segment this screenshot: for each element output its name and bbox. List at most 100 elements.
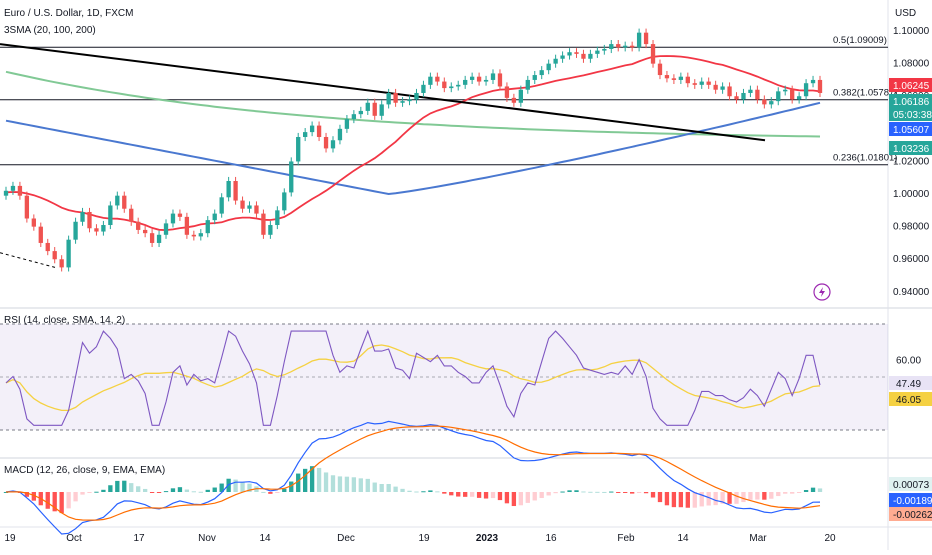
candle-body xyxy=(435,76,440,82)
macd-hist-bar xyxy=(685,492,690,508)
macd-hist-bar xyxy=(108,485,113,492)
macd-hist-bar xyxy=(136,486,141,492)
macd-hist-bar xyxy=(463,492,468,497)
candle-body xyxy=(518,89,523,103)
candle-body xyxy=(713,84,718,90)
candle-body xyxy=(574,52,579,54)
candle-body xyxy=(602,48,607,51)
macd-hist-bar xyxy=(393,486,398,492)
x-tick-label: 17 xyxy=(133,533,145,544)
macd-hist-bar xyxy=(810,487,816,492)
macd-hist-bar xyxy=(699,492,704,507)
candle-body xyxy=(803,83,809,97)
candle-body xyxy=(17,185,23,196)
price-badge xyxy=(889,122,932,136)
candle-body xyxy=(553,58,558,64)
price-badge-text: 1.03236 xyxy=(893,144,930,155)
candle-body xyxy=(393,92,398,103)
candle-body xyxy=(261,213,266,235)
candle-body xyxy=(136,221,141,230)
candle-body xyxy=(504,86,510,98)
indicator-label[interactable]: 3SMA (20, 100, 200) xyxy=(4,25,96,36)
candle-body xyxy=(428,76,433,85)
rsi-title[interactable]: RSI (14, close, SMA, 14, 2) xyxy=(4,315,126,326)
candle-body xyxy=(163,223,169,235)
candle-body xyxy=(303,132,308,137)
candle-body xyxy=(177,213,183,217)
lightning-icon[interactable] xyxy=(813,283,831,301)
macd-hist-bar xyxy=(365,478,370,492)
macd-hist-bar xyxy=(337,476,343,492)
fib-level-label: 0.236(1.01801) xyxy=(833,153,897,164)
macd-hist-bar xyxy=(442,492,447,494)
macd-hist-bar xyxy=(191,491,197,493)
candle-body xyxy=(254,205,259,214)
candle-body xyxy=(226,181,231,198)
x-tick-label: 14 xyxy=(677,533,689,544)
macd-hist-bar xyxy=(122,480,127,492)
macd-hist-bar xyxy=(142,488,148,492)
macd-hist-bar xyxy=(282,488,287,492)
candle-body xyxy=(706,81,711,85)
macd-hist-bar xyxy=(344,476,350,492)
macd-badge xyxy=(889,477,932,491)
macd-hist-bar xyxy=(720,492,725,504)
candle-body xyxy=(796,96,802,100)
candle-body xyxy=(497,73,503,87)
macd-hist-bar xyxy=(358,478,363,492)
macd-hist-bar xyxy=(692,492,697,508)
sma-100-line xyxy=(5,101,821,196)
candle-body xyxy=(205,220,210,234)
candle-body xyxy=(275,210,280,226)
candle-body xyxy=(449,86,454,89)
macd-hist-bar xyxy=(616,492,621,493)
candle-body xyxy=(539,70,544,76)
macd-hist-bar xyxy=(796,492,802,493)
price-badge xyxy=(889,78,932,92)
candle-body xyxy=(727,86,732,97)
macd-hist-bar xyxy=(532,492,537,501)
macd-hist-bar xyxy=(623,492,628,493)
macd-hist-bar xyxy=(664,492,670,506)
price-badge-text: 1.05607 xyxy=(893,125,930,136)
candle-body xyxy=(212,213,217,221)
price-badge xyxy=(889,107,932,121)
candle-body xyxy=(776,91,781,102)
sma-20-line xyxy=(5,55,821,232)
macd-hist-bar xyxy=(386,484,391,492)
candle-body xyxy=(476,76,482,82)
candle-body xyxy=(156,234,162,243)
macd-hist-bar xyxy=(177,487,183,492)
macd-hist-bar xyxy=(776,492,781,497)
candle-body xyxy=(3,190,9,196)
candle-body xyxy=(289,161,294,193)
x-tick-label: Mar xyxy=(749,533,767,544)
macd-hist-bar xyxy=(629,492,635,494)
macd-hist-bar xyxy=(790,492,795,494)
candle-body xyxy=(734,96,739,100)
candle-body xyxy=(282,192,287,211)
macd-hist-bar xyxy=(275,492,280,493)
candle-body xyxy=(358,110,363,115)
macd-title[interactable]: MACD (12, 26, close, 9, EMA, EMA) xyxy=(4,465,166,476)
candle-body xyxy=(323,136,329,149)
candle-body xyxy=(532,75,537,80)
macd-hist-bar xyxy=(129,483,134,492)
price-badge-text: 1.06186 xyxy=(893,97,930,108)
macd-hist-bar xyxy=(205,489,210,492)
macd-badge xyxy=(889,493,932,507)
candle-body xyxy=(685,76,690,84)
candle-body xyxy=(122,195,127,209)
macd-hist-bar xyxy=(351,477,357,492)
macd-hist-bar xyxy=(643,492,649,494)
candle-body xyxy=(595,50,600,54)
candle-body xyxy=(219,197,224,214)
macd-hist-bar xyxy=(706,492,711,506)
candle-body xyxy=(101,225,106,232)
x-tick-label: 19 xyxy=(4,533,16,544)
x-tick-label: 16 xyxy=(545,533,557,544)
macd-hist-bar xyxy=(748,492,753,500)
candle-body xyxy=(233,181,238,201)
macd-hist-bar xyxy=(476,492,482,498)
